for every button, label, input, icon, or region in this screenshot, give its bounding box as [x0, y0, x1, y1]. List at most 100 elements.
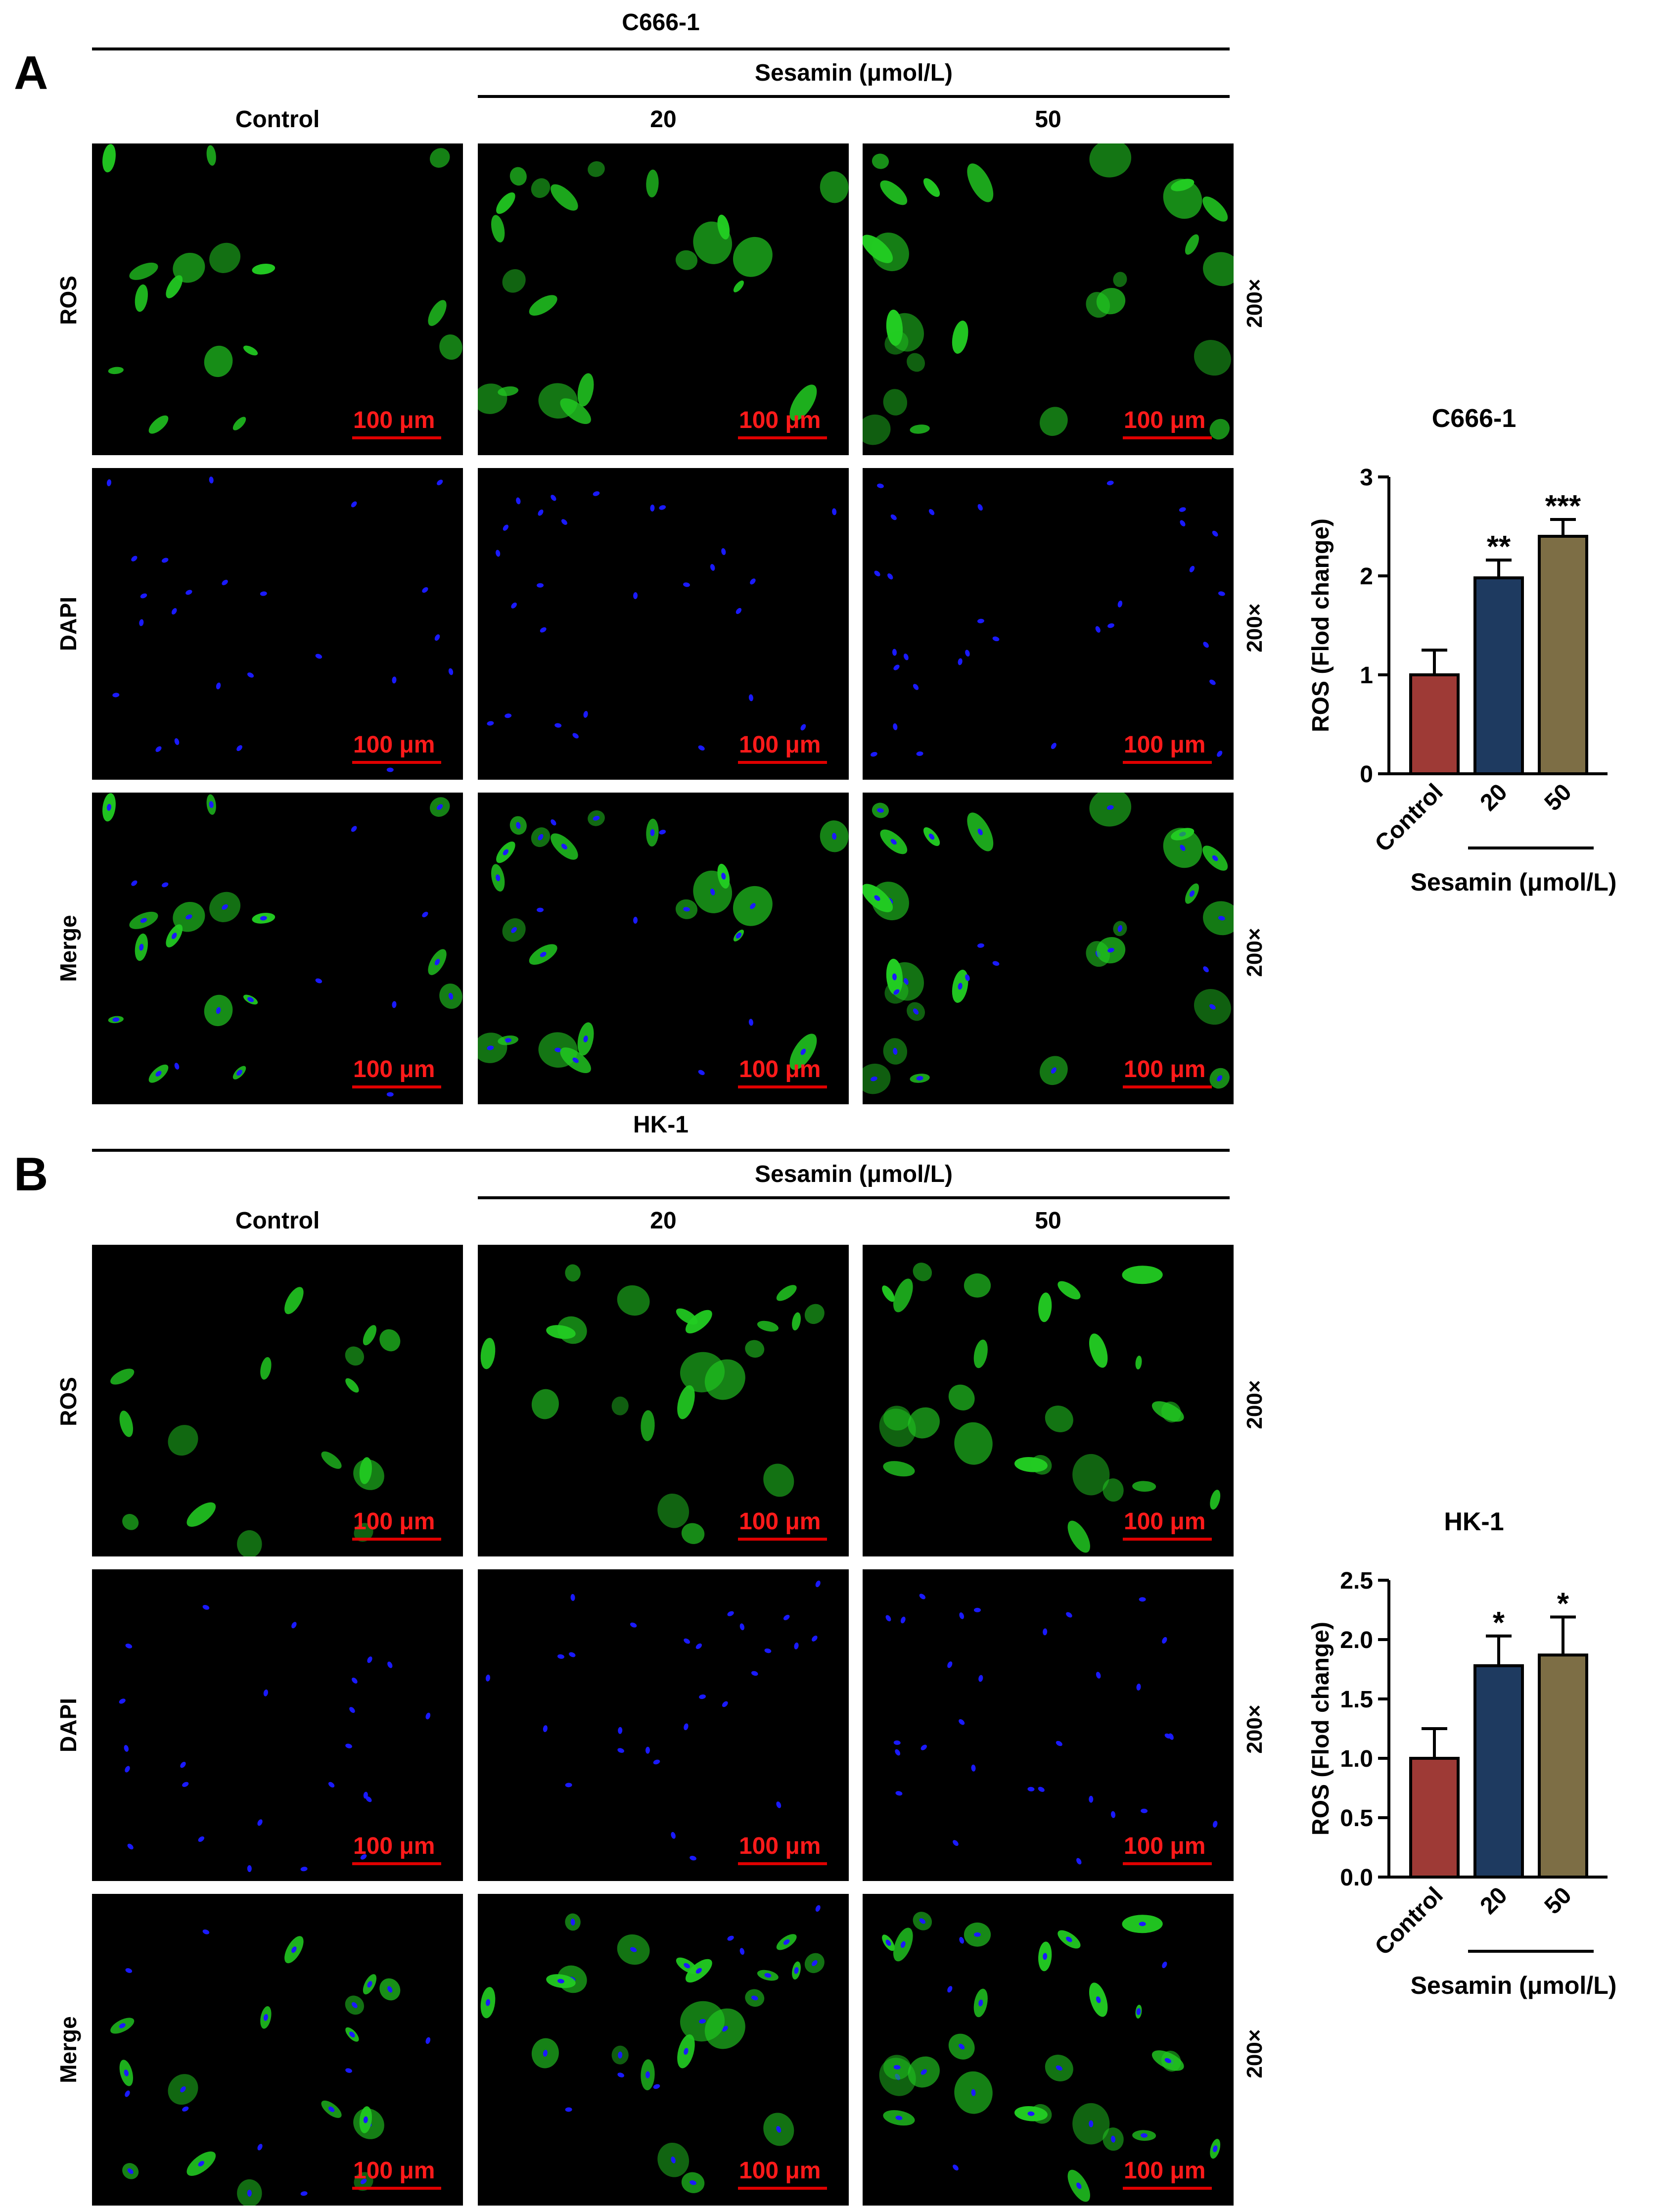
scale-bar-label: 100 μm — [1124, 407, 1206, 433]
y-tick-label: 1.5 — [1340, 1687, 1373, 1713]
scale-bar-label: 100 μm — [353, 1056, 435, 1082]
magnification-label-dapi-a: 200× — [1242, 603, 1267, 653]
micrograph-merge-control: 100 μm — [92, 1894, 463, 2206]
y-tick-label: 2.5 — [1340, 1568, 1373, 1594]
x-tick-label: Control — [1370, 779, 1448, 857]
panel-label-b: B — [14, 1148, 48, 1201]
row-label-dapi-a: DAPI — [55, 597, 81, 651]
scale-bar-label: 100 μm — [1124, 1056, 1206, 1082]
scale-bar — [738, 1538, 827, 1541]
scale-bar-label: 100 μm — [1124, 732, 1206, 758]
scale-bar — [738, 761, 827, 764]
x-tick-label: Control — [1370, 1882, 1448, 1960]
micrograph-dapi-20: 100 μm — [478, 468, 849, 780]
column-label-50-b: 50 — [1035, 1208, 1061, 1234]
group-label: Sesamin (μmol/L) — [1411, 1972, 1617, 1999]
bar-20 — [1473, 1664, 1524, 1879]
y-tick-label: 0.0 — [1340, 1865, 1373, 1891]
cell-line-title-a: C666-1 — [622, 9, 700, 36]
y-tick-label: 2 — [1360, 564, 1373, 590]
scale-bar-label: 100 μm — [353, 407, 435, 433]
scale-bar-label: 100 μm — [353, 1508, 435, 1535]
column-label-50-a: 50 — [1035, 106, 1061, 133]
micrograph-merge-20: 100 μm — [478, 1894, 849, 2206]
scale-bar-label: 100 μm — [1124, 1508, 1206, 1535]
magnification-label-ros-a: 200× — [1242, 279, 1267, 328]
scale-bar-label: 100 μm — [1124, 2158, 1206, 2184]
scale-bar — [1123, 1862, 1212, 1865]
scale-bar-label: 100 μm — [1124, 1833, 1206, 1859]
significance-marker: *** — [1545, 489, 1581, 523]
y-axis-label: ROS (Flod change) — [1308, 1622, 1334, 1835]
scale-bar — [1123, 1538, 1212, 1541]
scale-bar — [352, 436, 441, 439]
scale-bar-label: 100 μm — [353, 1833, 435, 1859]
y-tick-label: 2.0 — [1340, 1627, 1373, 1653]
scale-bar — [1123, 2187, 1212, 2190]
magnification-label-ros-b: 200× — [1242, 1380, 1267, 1429]
micrograph-merge-20: 100 μm — [478, 793, 849, 1104]
treatment-rule-a — [478, 95, 1230, 98]
y-tick-label: 0 — [1360, 761, 1373, 788]
y-axis-label: ROS (Flod change) — [1308, 518, 1334, 732]
row-label-ros-a: ROS — [55, 276, 81, 325]
row-label-merge-a: Merge — [55, 915, 81, 982]
x-tick-label: 50 — [1540, 779, 1577, 816]
magnification-label-dapi-b: 200× — [1242, 1704, 1267, 1754]
micrograph-dapi-control: 100 μm — [92, 1569, 463, 1881]
column-label-20-a: 20 — [650, 106, 677, 133]
y-tick-label: 1.0 — [1340, 1746, 1373, 1772]
micrograph-merge-control: 100 μm — [92, 793, 463, 1104]
y-tick-label: 1 — [1360, 662, 1373, 689]
scale-bar — [352, 1085, 441, 1088]
micrograph-dapi-50: 100 μm — [863, 468, 1234, 780]
treatment-header-b: Sesamin (μmol/L) — [754, 1161, 953, 1187]
bar-50 — [1538, 535, 1588, 775]
row-label-ros-b: ROS — [55, 1377, 81, 1426]
x-tick-label: 50 — [1540, 1882, 1577, 1919]
y-tick-label: 0.5 — [1340, 1805, 1373, 1832]
micrograph-ros-control: 100 μm — [92, 1245, 463, 1556]
magnification-label-merge-a: 200× — [1242, 928, 1267, 977]
column-label-control-b: Control — [235, 1208, 320, 1234]
bar-control — [1409, 673, 1460, 775]
bar-20 — [1473, 576, 1524, 775]
x-tick-label: 20 — [1475, 1882, 1513, 1919]
scale-bar — [738, 1862, 827, 1865]
significance-marker: * — [1557, 1587, 1569, 1621]
cell-line-rule-a — [92, 47, 1230, 50]
scale-bar — [352, 1538, 441, 1541]
scale-bar-label: 100 μm — [739, 1833, 821, 1859]
scale-bar-label: 100 μm — [739, 732, 821, 758]
chart-title-hk-1: HK-1 — [1444, 1507, 1504, 1536]
panel-label-a: A — [14, 47, 48, 99]
column-label-control-a: Control — [235, 106, 320, 133]
x-tick-label: 20 — [1475, 779, 1513, 816]
scale-bar-label: 100 μm — [739, 1056, 821, 1082]
column-label-20-b: 20 — [650, 1208, 677, 1234]
scale-bar-label: 100 μm — [353, 732, 435, 758]
micrograph-ros-50: 100 μm — [863, 1245, 1234, 1556]
bar-control — [1409, 1757, 1460, 1879]
chart-title-c666-1: C666-1 — [1431, 404, 1517, 433]
cell-line-rule-b — [92, 1149, 1230, 1152]
scale-bar — [738, 436, 827, 439]
scale-bar-label: 100 μm — [353, 2158, 435, 2184]
micrograph-ros-control: 100 μm — [92, 143, 463, 455]
bar-50 — [1538, 1653, 1588, 1879]
scale-bar-label: 100 μm — [739, 407, 821, 433]
scale-bar — [738, 2187, 827, 2190]
cell-line-title-b: HK-1 — [633, 1112, 689, 1138]
significance-marker: ** — [1487, 530, 1511, 564]
micrograph-dapi-50: 100 μm — [863, 1569, 1234, 1881]
y-tick-label: 3 — [1360, 465, 1373, 491]
treatment-header-a: Sesamin (μmol/L) — [754, 60, 953, 86]
scale-bar — [1123, 436, 1212, 439]
scale-bar — [738, 1085, 827, 1088]
micrograph-ros-50: 100 μm — [863, 143, 1234, 455]
scale-bar — [1123, 1085, 1212, 1088]
scale-bar — [1123, 761, 1212, 764]
magnification-label-merge-b: 200× — [1242, 2029, 1267, 2078]
micrograph-merge-50: 100 μm — [863, 1894, 1234, 2206]
row-label-merge-b: Merge — [55, 2016, 81, 2083]
